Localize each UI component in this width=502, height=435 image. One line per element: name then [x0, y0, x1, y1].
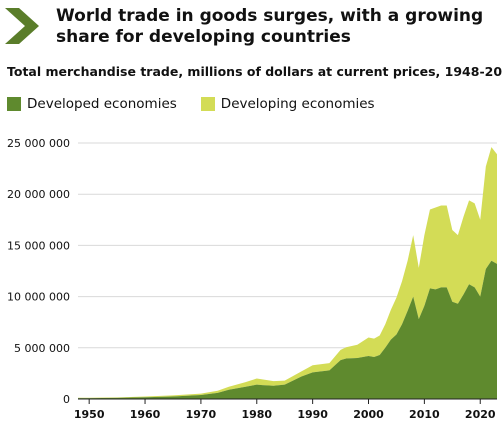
y-tick-label: 10 000 000: [7, 291, 70, 304]
x-tick-label: 1980: [241, 408, 272, 421]
legend-item-developed: Developed economies: [7, 96, 177, 112]
legend-label-developed: Developed economies: [27, 96, 177, 112]
x-tick-label: 2000: [353, 408, 384, 421]
y-tick-label: 20 000 000: [7, 188, 70, 201]
legend-label-developing: Developing economies: [220, 96, 375, 112]
y-tick-label: 15 000 000: [7, 239, 70, 252]
area-developing-economies: [78, 147, 497, 399]
chart-plot: 0 5 000 000 10 000 000 15 000 000 20 000 000…: [7, 137, 497, 421]
y-tick-label: 5 000 000: [14, 342, 70, 355]
area-developed-economies: [78, 260, 497, 399]
x-tick-label: 1960: [130, 408, 161, 421]
legend-swatch-developed: [7, 97, 21, 111]
header-icon: [5, 8, 45, 44]
x-tick-label: 1970: [186, 408, 217, 421]
chevron-right-icon: [5, 8, 39, 44]
y-tick-label: 25 000 000: [7, 137, 70, 150]
x-tick-label: 2010: [409, 408, 440, 421]
x-tick-label: 1990: [297, 408, 328, 421]
x-tick-label: 2020: [465, 408, 496, 421]
legend-swatch-developing: [200, 97, 215, 111]
chart-title: World trade in goods surges, with a grow…: [56, 6, 484, 47]
x-tick-label: 1950: [74, 408, 105, 421]
chart-subtitle: Total merchandise trade, millions of dol…: [7, 64, 502, 79]
legend: Developed economies Developing economies: [7, 94, 391, 114]
legend-item-developing: Developing economies: [200, 96, 375, 112]
y-tick-label: 0: [63, 393, 70, 406]
